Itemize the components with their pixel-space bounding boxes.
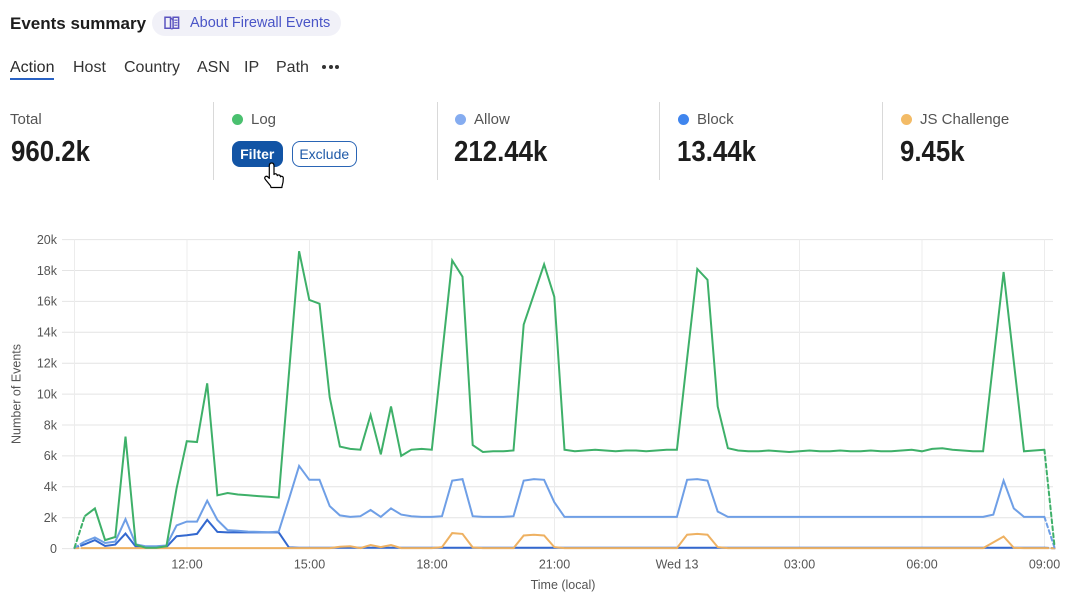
svg-text:2k: 2k xyxy=(44,511,58,525)
svg-text:Time (local): Time (local) xyxy=(531,578,596,592)
svg-text:16k: 16k xyxy=(37,295,58,309)
svg-text:21:00: 21:00 xyxy=(539,558,570,572)
svg-text:6k: 6k xyxy=(44,449,58,463)
svg-text:03:00: 03:00 xyxy=(784,558,815,572)
svg-text:12:00: 12:00 xyxy=(171,558,202,572)
svg-text:09:00: 09:00 xyxy=(1029,558,1060,572)
svg-text:10k: 10k xyxy=(37,387,58,401)
svg-text:0: 0 xyxy=(50,542,57,556)
svg-text:Number of Events: Number of Events xyxy=(10,344,24,444)
svg-text:18:00: 18:00 xyxy=(416,558,447,572)
svg-text:8k: 8k xyxy=(44,418,58,432)
svg-text:06:00: 06:00 xyxy=(906,558,937,572)
svg-text:12k: 12k xyxy=(37,357,58,371)
svg-text:18k: 18k xyxy=(37,264,58,278)
svg-text:14k: 14k xyxy=(37,326,58,340)
svg-text:4k: 4k xyxy=(44,480,58,494)
svg-text:15:00: 15:00 xyxy=(294,558,325,572)
svg-text:Wed 13: Wed 13 xyxy=(656,558,699,572)
svg-text:20k: 20k xyxy=(37,233,58,247)
